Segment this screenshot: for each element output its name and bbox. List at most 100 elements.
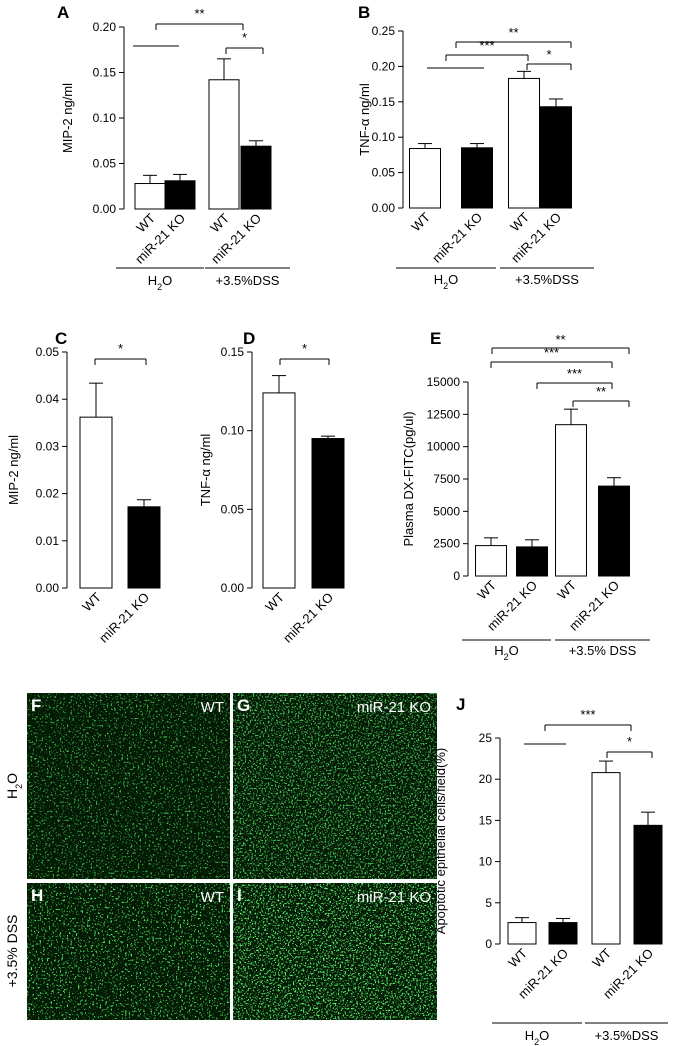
y-tick-label: 12500 <box>427 407 461 421</box>
micrograph-h: H WT <box>27 883 230 1020</box>
row-label-dss: +3.5% DSS <box>4 915 20 988</box>
bar <box>548 922 578 945</box>
significance-label: *** <box>479 38 494 53</box>
y-tick-label: 0.10 <box>93 111 117 125</box>
x-tick-label: WT <box>133 210 158 235</box>
significance-label: ** <box>555 332 565 347</box>
micrograph-genotype-label: WT <box>201 699 224 716</box>
group-label: +3.5% DSS <box>569 643 637 658</box>
bar <box>507 922 537 945</box>
y-tick-label: 0.00 <box>372 201 396 215</box>
bar <box>540 106 572 209</box>
y-tick-label: 0.15 <box>372 95 396 109</box>
y-tick-label: 0 <box>485 937 492 951</box>
y-tick-label: 0.02 <box>36 487 60 501</box>
row-label-h2o: H2O <box>4 773 24 799</box>
bar <box>240 145 272 210</box>
micrograph-fluorescence <box>27 693 230 879</box>
bar <box>262 392 296 589</box>
chart-panel-e: E 0 2500 5000 7500 10000 12500 15000 Plasma DX-F… <box>401 329 650 662</box>
bar <box>633 824 663 945</box>
micrograph-fluorescence <box>233 883 437 1020</box>
micrograph-genotype-label: miR-21 KO <box>357 889 431 906</box>
micrograph-genotype-label: miR-21 KO <box>357 699 431 716</box>
significance-label: * <box>546 47 551 62</box>
y-tick-label: 10000 <box>427 440 461 454</box>
significance-label: *** <box>567 366 582 381</box>
bar <box>79 416 113 589</box>
bar <box>516 546 548 577</box>
x-tick-label: WT <box>262 589 287 614</box>
micrograph-fluorescence <box>233 693 437 879</box>
micrograph-panel-label: F <box>31 696 41 715</box>
micrograph-fluorescence <box>27 883 230 1020</box>
micrograph-panel-label: I <box>237 886 242 905</box>
y-tick-label: 0.00 <box>93 202 117 216</box>
y-tick-label: 0.25 <box>372 24 396 38</box>
y-tick-label: 20 <box>479 772 493 786</box>
group-label: H2O <box>434 272 459 291</box>
bar <box>208 79 240 210</box>
micrograph-genotype-label: WT <box>201 889 224 906</box>
micrograph-panel-label: G <box>237 696 250 715</box>
bar <box>134 183 166 210</box>
bar <box>555 424 587 577</box>
y-axis-label: MIP-2 ng/ml <box>60 83 75 153</box>
y-tick-label: 0.05 <box>93 157 117 171</box>
panel-label: B <box>358 3 370 22</box>
y-tick-label: 0.04 <box>36 392 60 406</box>
y-tick-label: 15000 <box>427 375 461 389</box>
x-tick-label: WT <box>79 589 104 614</box>
bar <box>591 772 621 945</box>
bar <box>164 180 196 210</box>
y-tick-label: 5 <box>485 896 492 910</box>
y-tick-label: 0.05 <box>36 345 60 359</box>
y-axis-label: TNF-α ng/ml <box>357 83 372 156</box>
group-label: +3.5%DSS <box>515 272 579 287</box>
significance-label: * <box>627 734 632 749</box>
x-tick-label: WT <box>408 209 433 234</box>
y-tick-label: 0.00 <box>36 581 60 595</box>
x-tick-label: miR-21 KO <box>280 590 336 646</box>
y-tick-label: 2500 <box>433 537 460 551</box>
y-tick-label: 0 <box>453 569 460 583</box>
bar <box>127 506 161 589</box>
group-label: H2O <box>494 643 519 662</box>
x-tick-label: miR-21 KO <box>96 590 152 646</box>
bar <box>508 77 540 209</box>
y-tick-label: 0.15 <box>93 66 117 80</box>
significance-label: * <box>242 30 247 45</box>
y-tick-label: 0.05 <box>221 502 245 516</box>
y-tick-label: 0.10 <box>221 424 245 438</box>
significance-label: *** <box>580 707 595 722</box>
y-tick-label: 0.20 <box>93 20 117 34</box>
y-tick-label: 25 <box>479 731 493 745</box>
micrograph-f: F WT <box>27 693 230 879</box>
micrograph-panel-label: H <box>31 886 43 905</box>
bar <box>311 438 345 589</box>
y-axis-label: MIP-2 ng/ml <box>6 435 21 505</box>
panel-label: A <box>57 3 69 22</box>
y-tick-label: 0.00 <box>221 581 245 595</box>
panel-label: C <box>55 329 67 348</box>
y-axis-label: TNF-α ng/ml <box>198 434 213 507</box>
x-tick-label: WT <box>507 209 532 234</box>
y-tick-label: 10 <box>479 855 493 869</box>
y-tick-label: 0.01 <box>36 534 60 548</box>
y-tick-label: 5000 <box>433 504 460 518</box>
y-tick-label: 0.03 <box>36 439 60 453</box>
group-label: +3.5%DSS <box>216 273 280 288</box>
significance-label: *** <box>544 345 559 360</box>
y-tick-label: 0.05 <box>372 166 396 180</box>
panel-label: E <box>430 329 441 348</box>
significance-label: * <box>118 341 123 356</box>
x-tick-label: WT <box>505 945 530 970</box>
panel-label: D <box>243 329 255 348</box>
